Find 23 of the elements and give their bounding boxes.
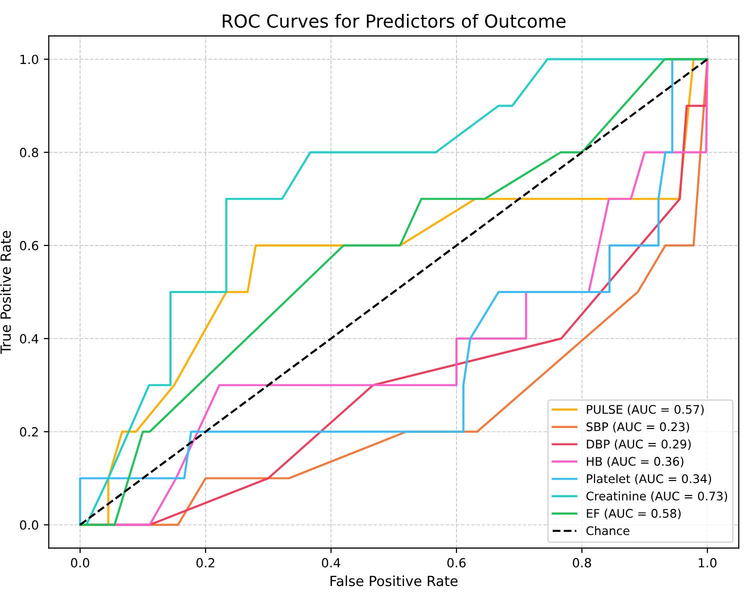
legend-label: DBP (AUC = 0.29) — [586, 439, 691, 450]
y-tick-label: 0.0 — [20, 520, 38, 530]
y-tick-label: 1.0 — [20, 54, 38, 64]
x-tick-label: 0.0 — [71, 558, 90, 568]
y-axis-title: True Positive Rate — [0, 230, 11, 354]
y-tick-label: 0.8 — [20, 148, 38, 158]
legend-label: EF (AUC = 0.58) — [586, 508, 681, 520]
x-axis-title: False Positive Rate — [330, 575, 458, 586]
y-tick-label: 0.2 — [20, 427, 38, 437]
x-tick-label: 1.0 — [698, 558, 716, 568]
legend-label: SBP (AUC = 0.23) — [586, 422, 690, 433]
legend-label: PULSE (AUC = 0.57) — [586, 404, 704, 416]
legend-label: HB (AUC = 0.36) — [586, 456, 684, 468]
x-tick-label: 0.6 — [447, 558, 466, 568]
y-tick-label: 0.6 — [20, 240, 38, 250]
y-tick-label: 0.4 — [20, 334, 38, 344]
chart-title: ROC Curves for Predictors of Outcome — [222, 14, 566, 28]
legend-label: Chance — [586, 526, 630, 536]
x-tick-label: 0.8 — [572, 558, 592, 568]
x-tick-label: 0.4 — [322, 558, 340, 568]
legend-label: Platelet (AUC = 0.34) — [586, 474, 712, 485]
legend-label: Creatinine (AUC = 0.73) — [586, 491, 728, 502]
x-tick-label: 0.2 — [196, 558, 214, 568]
